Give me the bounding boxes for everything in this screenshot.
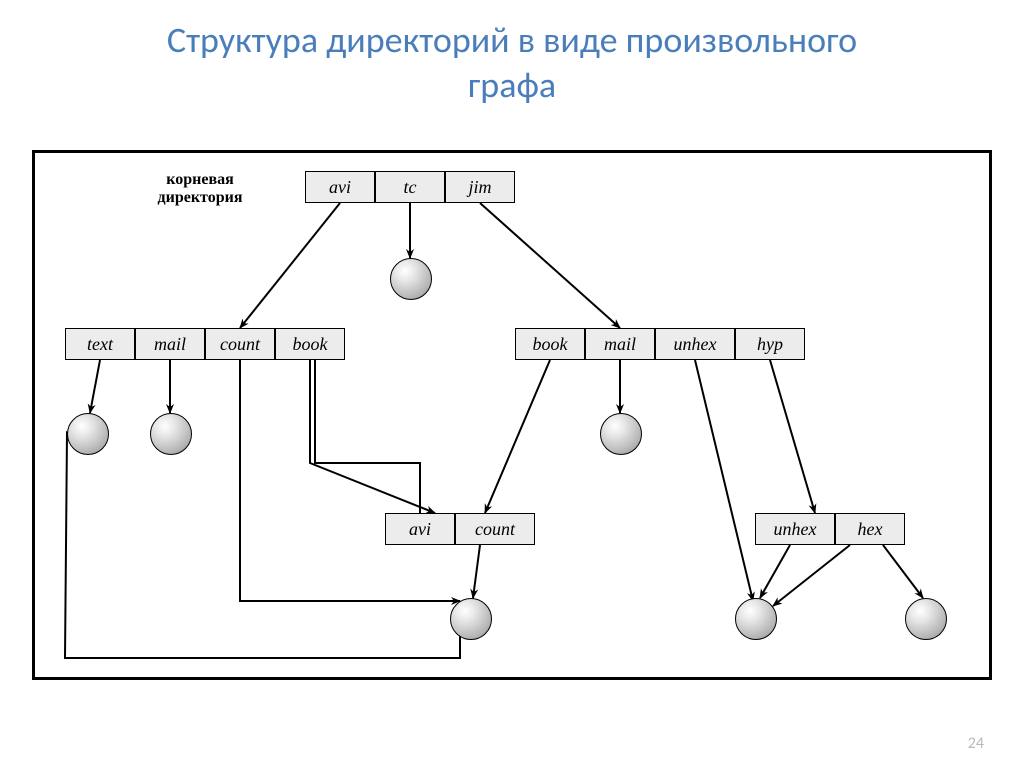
node-avi2: avi — [385, 513, 455, 545]
node-unhex1: unhex — [655, 328, 735, 360]
diagram-frame: корневая директория avitcjimtextmailcoun… — [32, 150, 992, 680]
title-line-1: Структура директорий в виде произвольног… — [167, 18, 857, 62]
node-hyp: hyp — [735, 328, 805, 360]
node-unhex2: unhex — [755, 513, 835, 545]
node-mail1: mail — [135, 328, 205, 360]
file-circle-c_tc — [390, 258, 432, 300]
node-avi1: avi — [305, 171, 375, 203]
root-label-line-2: директория — [158, 189, 243, 206]
node-book1: book — [275, 328, 345, 360]
file-circle-c_un — [735, 598, 777, 640]
file-circle-c_hex — [905, 598, 947, 640]
page-number: 24 — [968, 734, 984, 753]
file-circle-c_mail2 — [600, 413, 642, 455]
node-jim: jim — [445, 171, 515, 203]
file-circle-c_text — [67, 413, 109, 455]
node-tc: tc — [375, 171, 445, 203]
node-text: text — [65, 328, 135, 360]
node-mail2: mail — [585, 328, 655, 360]
file-circle-c_mail1 — [150, 413, 192, 455]
title-line-2: графа — [468, 63, 556, 107]
node-count1: count — [205, 328, 275, 360]
node-hex: hex — [835, 513, 905, 545]
node-count2: count — [455, 513, 535, 545]
page-title: Структура директорий в виде произвольног… — [0, 0, 1024, 108]
root-label: корневая директория — [140, 171, 260, 206]
root-label-line-1: корневая — [166, 171, 234, 188]
node-book2: book — [515, 328, 585, 360]
file-circle-c_res — [450, 598, 492, 640]
